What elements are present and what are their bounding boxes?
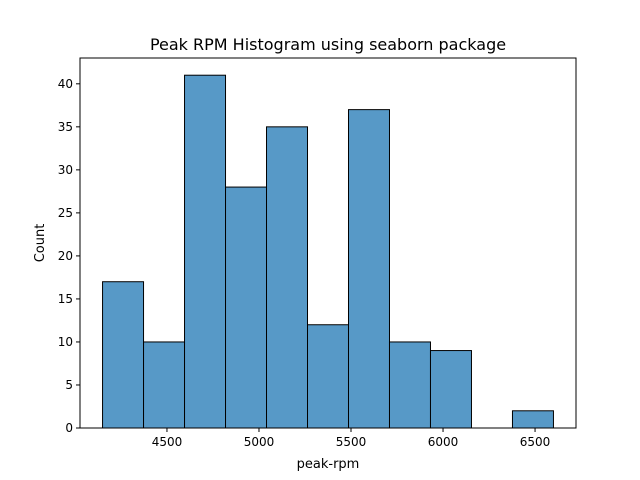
y-axis-label: Count <box>33 224 48 263</box>
y-tick-label: 15 <box>58 292 73 306</box>
histogram-bar <box>511 410 554 429</box>
x-axis-ticks: 4500 5000 5500 6000 6500 <box>152 428 551 449</box>
histogram-bar <box>388 341 431 429</box>
histogram-bar <box>347 109 390 429</box>
x-tick-label: 6500 <box>520 435 551 449</box>
y-tick-label: 40 <box>58 77 73 91</box>
y-axis-ticks: 0 5 10 15 20 25 30 35 40 <box>58 77 80 435</box>
y-tick-label: 30 <box>58 163 73 177</box>
chart-title: Peak RPM Histogram using seaborn package <box>150 35 506 54</box>
y-tick-label: 10 <box>58 335 73 349</box>
x-tick-label: 5500 <box>336 435 367 449</box>
x-axis-label: peak-rpm <box>297 457 360 472</box>
y-tick-label: 25 <box>58 206 73 220</box>
histogram-bar <box>225 186 268 429</box>
bars-group <box>102 74 554 429</box>
y-tick-label: 20 <box>58 249 73 263</box>
histogram-bar <box>184 74 227 429</box>
x-tick-label: 5000 <box>244 435 275 449</box>
plot-frame <box>79 57 577 429</box>
histogram-bar <box>143 341 186 429</box>
histogram-bar <box>102 281 145 429</box>
x-tick-label: 6000 <box>428 435 459 449</box>
histogram-bar <box>307 324 349 429</box>
x-tick-label: 4500 <box>152 435 183 449</box>
histogram-bar <box>429 350 472 429</box>
y-tick-label: 5 <box>65 378 73 392</box>
y-tick-label: 35 <box>58 120 73 134</box>
histogram-bar <box>266 126 309 429</box>
y-tick-label: 0 <box>65 421 73 435</box>
